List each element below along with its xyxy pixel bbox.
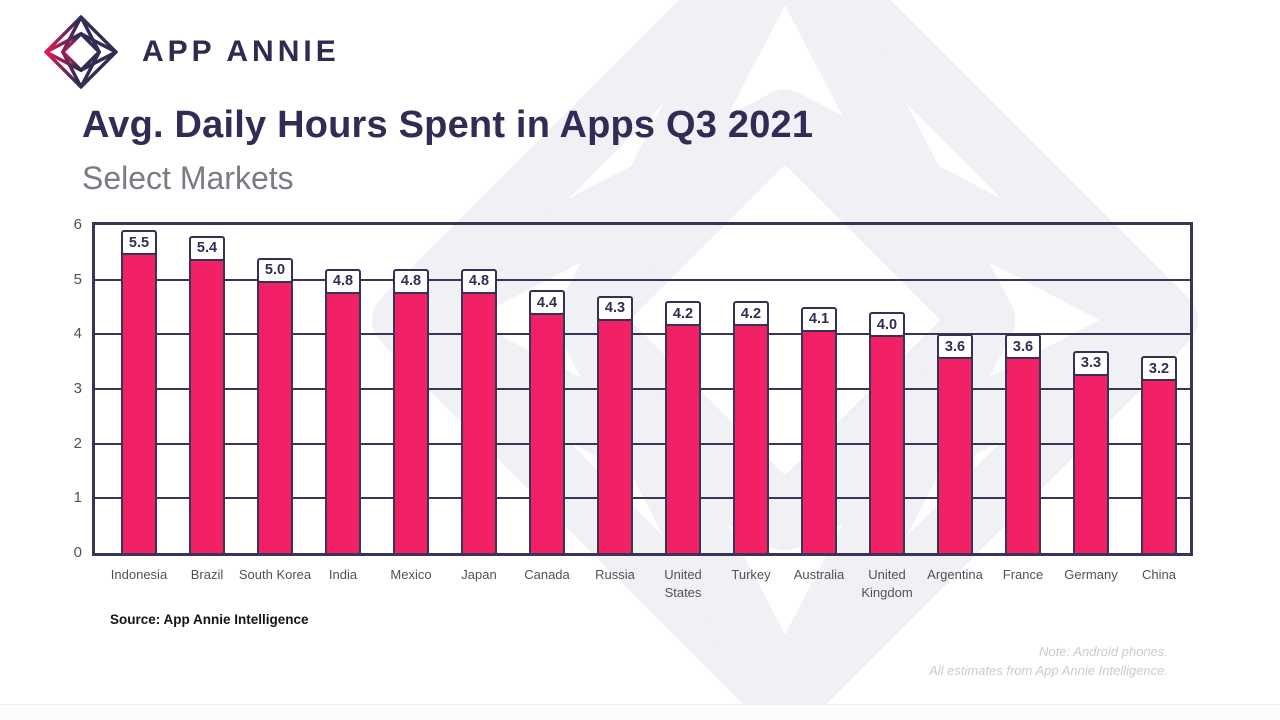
x-tick-label-united-kingdom: United Kingdom: [861, 567, 913, 600]
y-tick-label-3: 3: [73, 380, 82, 397]
value-label-united-kingdom: 4.0: [869, 312, 905, 338]
value-label-turkey: 4.2: [733, 301, 769, 327]
value-label-brazil: 5.4: [189, 235, 225, 261]
x-tick-label-brazil: Brazil: [190, 567, 224, 582]
bar-south-korea: [257, 279, 293, 553]
value-label-argentina: 3.6: [937, 334, 973, 360]
value-label-germany: 3.3: [1073, 350, 1109, 376]
y-tick-label-2: 2: [73, 434, 82, 452]
gridline-3: [95, 388, 1190, 390]
x-tick-label-russia: Russia: [595, 567, 635, 582]
value-label-australia: 4.1: [801, 306, 837, 332]
x-tick-label-mexico: Mexico: [390, 567, 432, 582]
value-label-south-korea: 5.0: [257, 257, 293, 283]
footnote-line-2: All estimates from App Annie Intelligenc…: [929, 662, 1168, 678]
x-tick-label-canada: Canada: [524, 567, 570, 582]
chart-title: Avg. Daily Hours Spent in Apps Q3 2021: [82, 104, 814, 146]
bar-indonesia: [121, 252, 157, 553]
brand-wordmark: APP ANNIE: [142, 35, 340, 68]
x-tick-label-argentina: Argentina: [927, 567, 983, 582]
x-tick-label-japan: Japan: [461, 567, 497, 582]
bar-united-states: [665, 323, 701, 553]
bar-russia: [597, 317, 633, 553]
brand-header: APP ANNIE: [42, 14, 340, 90]
bar-united-kingdom: [869, 334, 905, 553]
x-tick-label-india: India: [328, 567, 358, 582]
value-label-france: 3.6: [1005, 334, 1041, 360]
bar-australia: [801, 328, 837, 553]
bar-japan: [461, 290, 497, 553]
x-tick-label-indonesia: Indonesia: [110, 567, 168, 582]
bottom-band: [0, 704, 1280, 720]
value-label-japan: 4.8: [461, 268, 497, 294]
bar-germany: [1073, 372, 1109, 553]
bar-brazil: [189, 257, 225, 553]
x-tick-label-turkey: Turkey: [731, 567, 771, 582]
value-label-china: 3.2: [1141, 356, 1177, 382]
gridline-5: [95, 278, 1190, 281]
footnote: Note: Android phones. All estimates from…: [929, 643, 1168, 681]
footnote-line-1: Note: Android phones.: [1039, 644, 1168, 659]
y-tick-label-4: 4: [73, 325, 82, 343]
y-tick-label-6: 6: [73, 216, 82, 233]
gridline-1: [95, 497, 1190, 500]
bar-canada: [529, 312, 565, 553]
chart-subtitle: Select Markets: [82, 160, 294, 196]
value-label-canada: 4.4: [529, 290, 565, 316]
plot-area: 5.5 5.4 5.0 4.8 4.8 4.8 4.4 4.3 4.2 4.2 4.1 4.0 3.6 3…: [92, 222, 1193, 556]
value-label-mexico: 4.8: [393, 268, 429, 294]
app-annie-diamond-icon: [44, 15, 118, 89]
bar-india: [325, 290, 361, 553]
bar-turkey: [733, 323, 769, 553]
y-tick-label-0: 0: [73, 544, 82, 561]
value-label-russia: 4.3: [597, 295, 633, 321]
value-label-united-states: 4.2: [665, 301, 701, 327]
y-tick-label-5: 5: [73, 270, 82, 288]
x-tick-label-china: China: [1142, 567, 1176, 582]
x-tick-label-australia: Australia: [793, 567, 845, 582]
gridline-2: [95, 442, 1190, 445]
value-label-indonesia: 5.5: [121, 230, 157, 256]
value-label-india: 4.8: [325, 268, 361, 294]
gridline-4: [95, 333, 1190, 336]
x-tick-label-south-korea: South Korea: [238, 567, 312, 582]
source-caption: Source: App Annie Intelligence: [110, 612, 309, 627]
x-tick-label-france: France: [1002, 567, 1044, 582]
x-tick-label-germany: Germany: [1064, 567, 1118, 582]
bar-china: [1141, 378, 1177, 553]
bar-france: [1005, 356, 1041, 553]
x-tick-label-united-states: United States: [664, 567, 702, 600]
bar-mexico: [393, 290, 429, 553]
y-tick-label-1: 1: [73, 489, 82, 507]
bar-argentina: [937, 356, 973, 553]
